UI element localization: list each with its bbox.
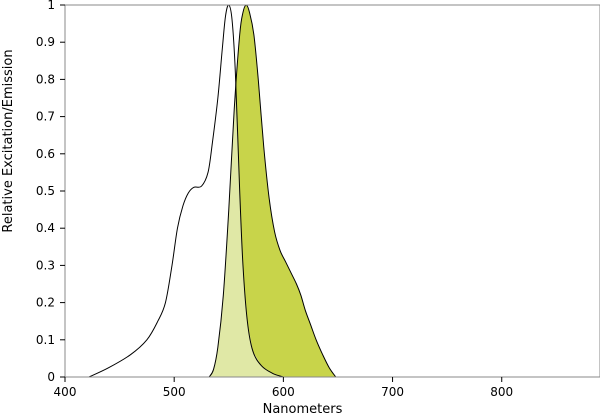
x-tick-label: 600 bbox=[272, 385, 295, 399]
y-tick-label: 0.2 bbox=[36, 296, 55, 310]
y-tick-label: 0.7 bbox=[36, 110, 55, 124]
x-tick-label: 400 bbox=[54, 385, 77, 399]
y-tick-label: 0.8 bbox=[36, 72, 55, 86]
y-tick-label: 0.5 bbox=[36, 184, 55, 198]
x-tick-label: 500 bbox=[163, 385, 186, 399]
emission-line bbox=[208, 5, 337, 377]
plot-frame bbox=[64, 4, 600, 378]
y-tick-label: 0.9 bbox=[36, 35, 55, 49]
y-axis-label: Relative Excitation/Emission bbox=[1, 49, 16, 232]
y-tick-label: 0.6 bbox=[36, 147, 55, 161]
y-tick-label: 0.3 bbox=[36, 258, 55, 272]
x-tick-label: 800 bbox=[490, 385, 513, 399]
excitation-line bbox=[88, 5, 284, 377]
x-axis-label: Nanometers bbox=[263, 402, 343, 417]
y-axis: 0 0.1 0.2 0.3 0.4 0.5 0.6 0.7 0.8 0.9 1 bbox=[36, 0, 65, 384]
y-tick-label: 0 bbox=[47, 370, 55, 384]
x-axis: 400 500 600 700 800 bbox=[54, 377, 513, 399]
y-tick-label: 1 bbox=[47, 0, 55, 12]
y-tick-label: 0.4 bbox=[36, 221, 55, 235]
x-tick-label: 700 bbox=[381, 385, 404, 399]
overlap-area bbox=[209, 86, 284, 377]
y-tick-label: 0.1 bbox=[36, 333, 55, 347]
series-layer bbox=[88, 5, 337, 377]
